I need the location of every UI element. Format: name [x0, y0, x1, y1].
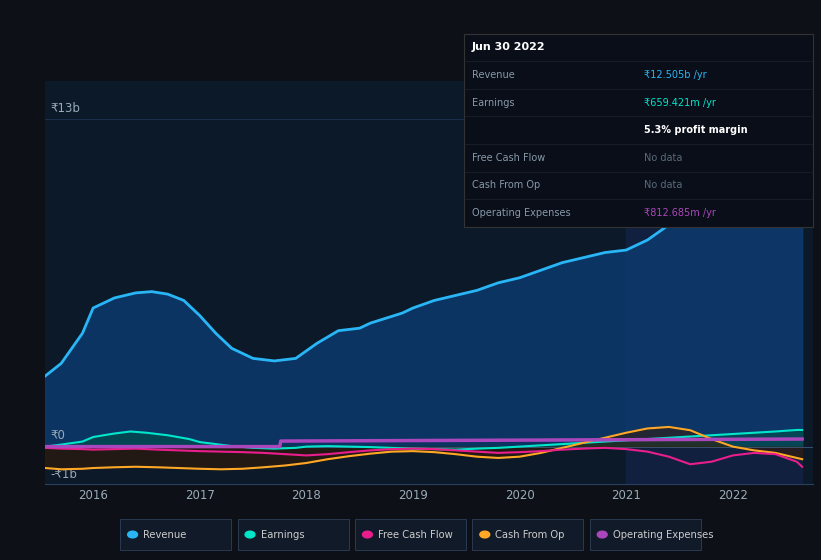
- Bar: [626, 81, 802, 484]
- Text: Jun 30 2022: Jun 30 2022: [472, 43, 546, 53]
- Bar: [45, 81, 626, 484]
- Text: Operating Expenses: Operating Expenses: [472, 208, 571, 218]
- Text: Earnings: Earnings: [472, 97, 515, 108]
- Text: Earnings: Earnings: [261, 530, 305, 539]
- Text: 5.3% profit margin: 5.3% profit margin: [644, 125, 748, 135]
- Text: Free Cash Flow: Free Cash Flow: [378, 530, 453, 539]
- Text: -₹1b: -₹1b: [50, 468, 77, 482]
- Text: ₹12.505b /yr: ₹12.505b /yr: [644, 70, 707, 80]
- Text: Free Cash Flow: Free Cash Flow: [472, 153, 545, 163]
- Text: ₹659.421m /yr: ₹659.421m /yr: [644, 97, 717, 108]
- Text: Revenue: Revenue: [472, 70, 515, 80]
- Text: ₹812.685m /yr: ₹812.685m /yr: [644, 208, 717, 218]
- Text: No data: No data: [644, 180, 683, 190]
- Text: Revenue: Revenue: [143, 530, 186, 539]
- Text: Cash From Op: Cash From Op: [472, 180, 540, 190]
- Text: Operating Expenses: Operating Expenses: [612, 530, 713, 539]
- Text: No data: No data: [644, 153, 683, 163]
- Text: ₹0: ₹0: [50, 429, 66, 442]
- Text: ₹13b: ₹13b: [50, 102, 80, 115]
- Text: Cash From Op: Cash From Op: [496, 530, 565, 539]
